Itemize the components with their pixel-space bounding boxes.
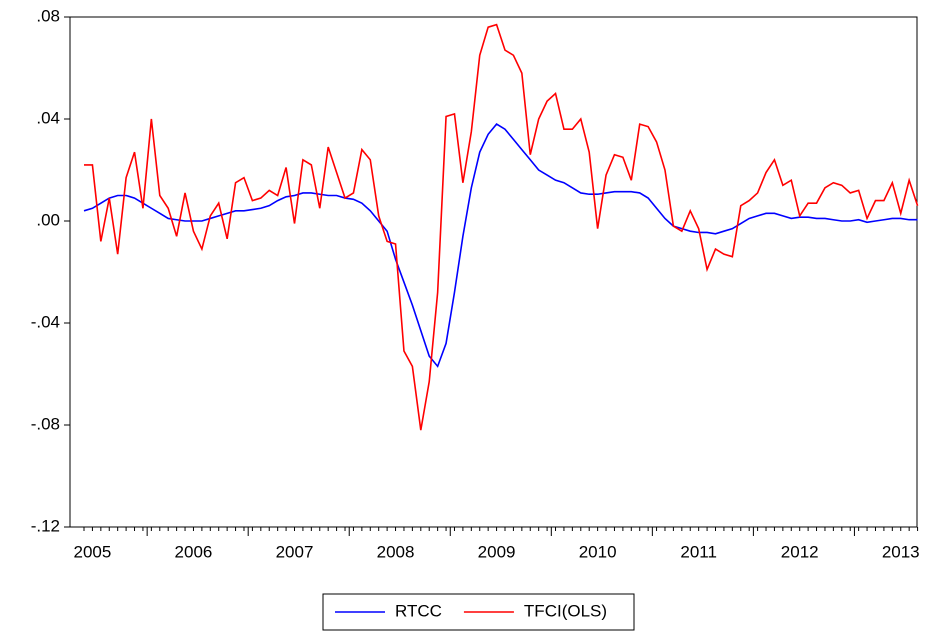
x-tick-label: 2010 xyxy=(579,542,617,561)
x-tick-label: 2009 xyxy=(478,542,516,561)
x-tick-label: 2007 xyxy=(276,542,314,561)
x-tick-label: 2013 xyxy=(882,542,920,561)
legend-label: TFCI(OLS) xyxy=(524,601,607,620)
series-line xyxy=(84,23,919,431)
series-line xyxy=(83,123,918,368)
y-tick-label: -.04 xyxy=(31,312,60,331)
y-tick-label: -.12 xyxy=(31,516,60,535)
y-tick-label: .00 xyxy=(36,210,60,229)
x-tick-label: 2006 xyxy=(175,542,213,561)
plot-frame xyxy=(69,16,918,528)
y-tick-label: .08 xyxy=(36,6,60,25)
x-tick-label: 2008 xyxy=(377,542,415,561)
x-tick-label: 2011 xyxy=(680,542,717,561)
y-tick-label: -.08 xyxy=(31,414,60,433)
legend-label: RTCC xyxy=(395,601,442,620)
x-tick-label: 2012 xyxy=(781,542,819,561)
x-tick-label: 2005 xyxy=(74,542,112,561)
y-tick-label: .04 xyxy=(36,108,60,127)
